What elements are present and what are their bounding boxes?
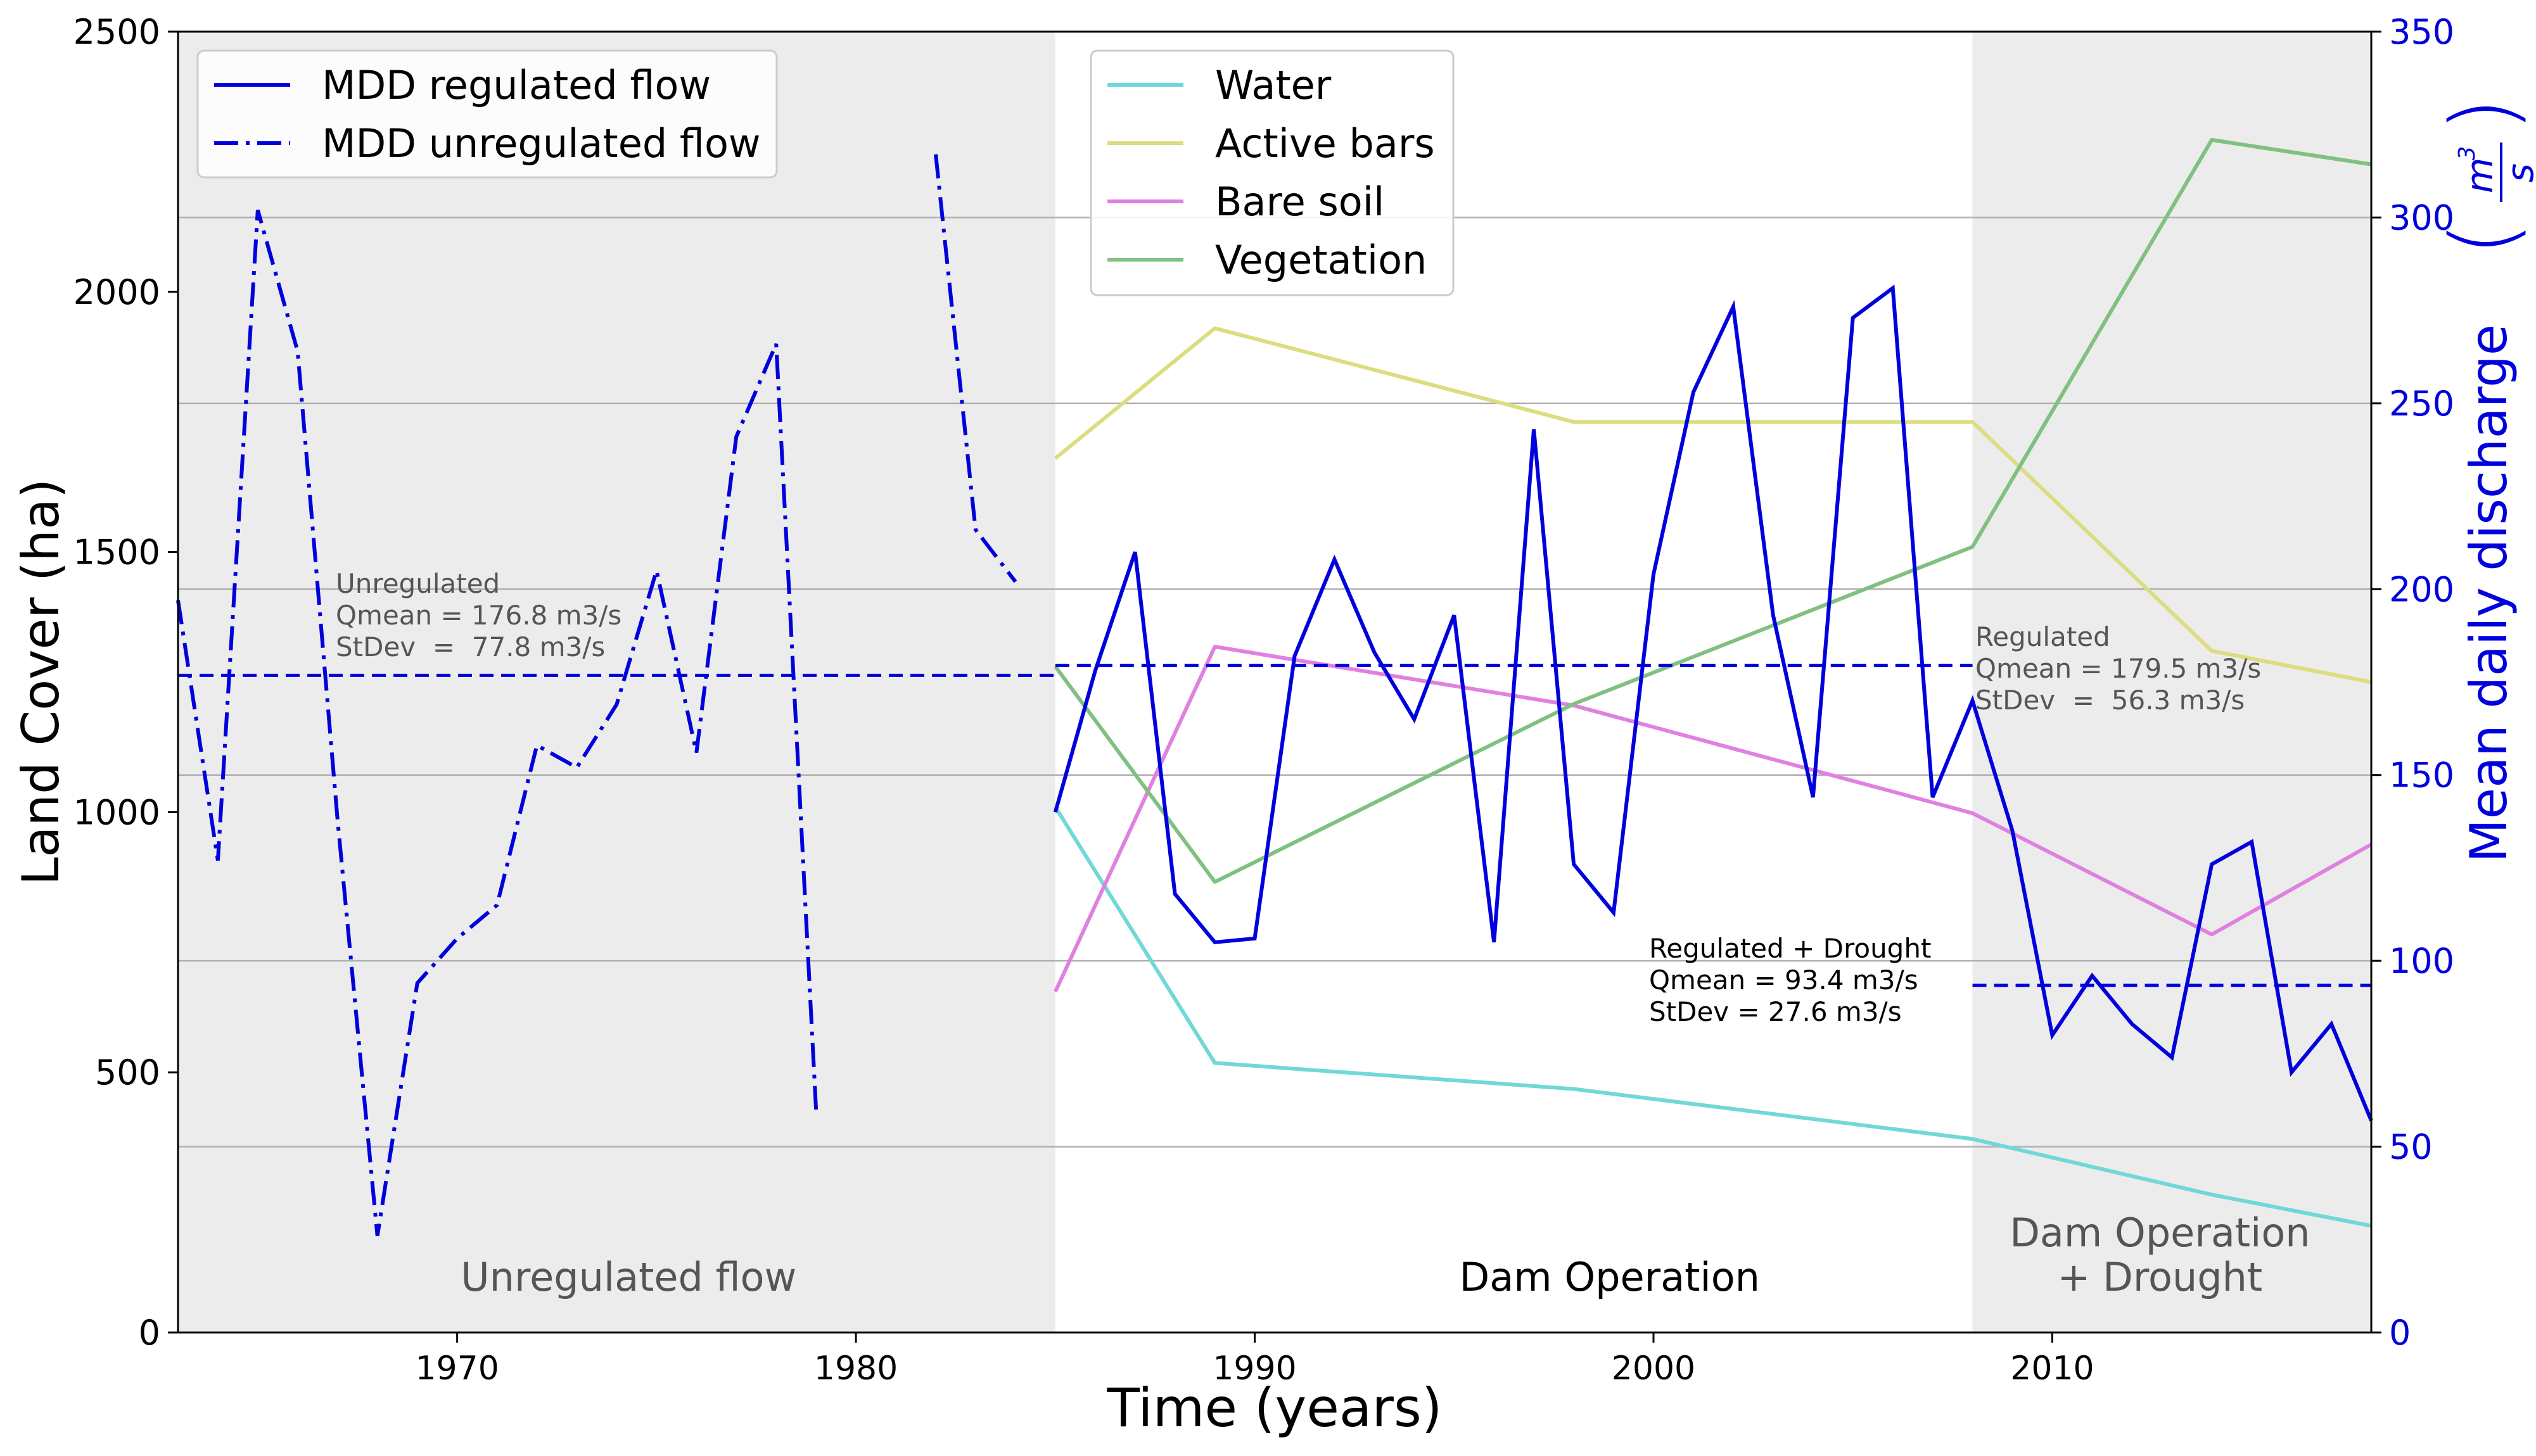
series-mdd-unregulated-flow-1 bbox=[934, 154, 1017, 583]
x-tick-label-2010: 2010 bbox=[2010, 1350, 2094, 1388]
period-label-1: Dam Operation bbox=[1460, 1254, 1760, 1300]
legend-discharge: MDD regulated flow MDD unregulated flow bbox=[196, 49, 778, 179]
legend-discharge-label-1: MDD unregulated flow bbox=[322, 120, 761, 167]
y-right-axis-title: Mean daily discharge bbox=[2459, 324, 2518, 863]
x-tick-label-1970: 1970 bbox=[415, 1350, 499, 1388]
legend-landcover-label-3: Vegetation bbox=[1215, 237, 1427, 283]
x-axis-label: Time (years) bbox=[1107, 1377, 1443, 1439]
legend-landcover: Water Active bars Bare soil Vegetation bbox=[1090, 49, 1455, 296]
yl-tick-label-1000: 1000 bbox=[73, 792, 160, 832]
x-tick-label-2000: 2000 bbox=[1612, 1350, 1695, 1388]
yr-tick-label-150: 150 bbox=[2389, 756, 2454, 795]
period-shade-0 bbox=[178, 32, 1055, 1333]
annotation-2: Regulated + Drought Qmean = 93.4 m3/s StDe… bbox=[1649, 933, 1931, 1027]
legend-landcover-frame bbox=[1090, 49, 1455, 296]
series-mdd-unregulated-flow-0 bbox=[176, 209, 819, 1236]
x-tick-label-1980: 1980 bbox=[814, 1350, 898, 1388]
y-left-axis-label: Land Cover (ha) bbox=[11, 479, 70, 885]
yr-tick-label-300: 300 bbox=[2389, 198, 2454, 237]
annotation-1: Regulated Qmean = 179.5 m3/s StDev = 56.3 … bbox=[1975, 621, 2261, 716]
yl-tick-label-2500: 2500 bbox=[73, 12, 160, 52]
legend-discharge-label-0: MDD regulated flow bbox=[322, 62, 711, 108]
series-mdd-regulated-flow bbox=[1053, 284, 2373, 1122]
period-shading: Unregulated flow Dam Operation Dam Operati… bbox=[178, 32, 2371, 1333]
y-right-axis-label: Mean daily discharge ( m3 s) bbox=[2432, 98, 2536, 863]
axis-labels: Time (years) Land Cover (ha) Mean daily di… bbox=[11, 98, 2536, 1439]
x-tick-label-1990: 1990 bbox=[1213, 1350, 1296, 1388]
yl-tick-label-0: 0 bbox=[139, 1313, 160, 1353]
period-shade-2 bbox=[1972, 32, 2371, 1333]
series-vegetation bbox=[1054, 137, 2372, 884]
mean-lines bbox=[178, 664, 2371, 987]
yl-tick-label-500: 500 bbox=[95, 1053, 160, 1092]
legends: MDD regulated flow MDD unregulated flow Wa… bbox=[196, 49, 1455, 296]
yr-tick-label-250: 250 bbox=[2389, 384, 2454, 424]
legend-landcover-label-2: Bare soil bbox=[1215, 179, 1384, 225]
series-bare-soil bbox=[1054, 645, 2373, 993]
yl-tick-label-2000: 2000 bbox=[73, 272, 160, 312]
unit-exponent: 3 bbox=[2454, 146, 2480, 161]
series-water bbox=[1054, 806, 2372, 1228]
series-active-bars bbox=[1054, 326, 2372, 684]
yr-tick-label-50: 50 bbox=[2389, 1127, 2433, 1167]
legend-landcover-label-0: Water bbox=[1215, 62, 1332, 108]
annotations: Unregulated Qmean = 176.8 m3/s StDev = 77.… bbox=[336, 568, 2261, 1027]
yr-tick-label-0: 0 bbox=[2389, 1313, 2411, 1353]
yr-tick-label-200: 200 bbox=[2389, 569, 2454, 609]
legend-discharge-frame bbox=[196, 49, 778, 179]
legend-landcover-label-1: Active bars bbox=[1215, 120, 1435, 167]
series-layer bbox=[176, 137, 2373, 1236]
unit-paren-left: ( bbox=[2432, 222, 2535, 256]
unit-denominator: s bbox=[2499, 163, 2536, 182]
unit-paren-right: ) bbox=[2432, 98, 2535, 132]
annotation-0: Unregulated Qmean = 176.8 m3/s StDev = 77.… bbox=[336, 568, 621, 662]
plot-frame bbox=[177, 30, 2373, 1334]
yr-tick-label-100: 100 bbox=[2389, 941, 2454, 981]
period-label-2: Dam Operation + Drought bbox=[2010, 1210, 2310, 1300]
period-label-0: Unregulated flow bbox=[461, 1254, 796, 1300]
yr-tick-label-350: 350 bbox=[2389, 12, 2454, 52]
unit-numerator: m bbox=[2458, 158, 2501, 194]
yl-tick-label-1500: 1500 bbox=[73, 533, 160, 573]
axes: 1970 1980 1990 2000 201005001000150020002500… bbox=[73, 12, 2455, 1388]
